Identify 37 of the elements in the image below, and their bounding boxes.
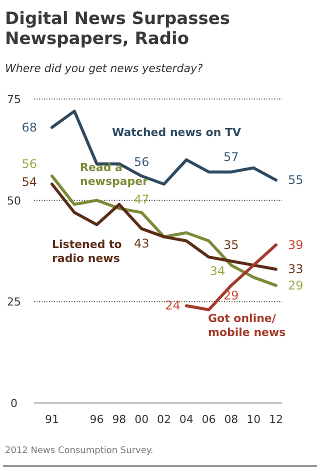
x-tick-label: 98 [112,413,126,426]
data-label: 54 [22,175,37,190]
data-label: 43 [134,236,150,251]
text: Watched news on TV [112,126,242,139]
x-tick-label: 02 [157,413,171,426]
data-label: 55 [288,173,304,188]
line-series [50,110,278,186]
text: 2012 News Consumption Survey. [5,446,154,456]
data-label: 29 [288,278,304,292]
chart-subtitle: Where did you get news yesterday? [5,62,203,75]
data-label: 56 [134,155,150,170]
data-label: 34 [210,264,226,278]
x-tick-label: 00 [134,413,149,426]
y-tick-label: 75 [7,93,21,106]
series-label: Got online/ mobile news [208,312,286,339]
x-tick-label: 12 [269,413,283,426]
y-tick-label: 50 [7,194,21,208]
x-tick-label: 06 [202,413,216,426]
x-tick-label: 96 [90,413,104,426]
data-label: 35 [224,238,239,252]
y-tick-label: 25 [7,296,21,309]
data-label: 29 [224,288,239,302]
data-label: 24 [165,298,180,313]
line-series [50,174,278,287]
data-label: 68 [22,120,37,134]
x-tick-label: 04 [179,413,194,426]
x-tick-label: 08 [224,413,238,426]
data-label: 47 [134,192,150,206]
chart-title: Digital News Surpasses Newspapers, Radio [5,9,230,49]
data-label: 39 [288,238,304,252]
x-tick-label: 10 [246,413,261,426]
data-label: 33 [288,262,304,276]
x-tick-label: 91 [45,413,59,426]
series-label: Listened to radio news [52,238,122,265]
data-label: 57 [224,150,239,164]
data-label: 56 [22,157,37,172]
y-tick-label: 0 [10,397,18,410]
